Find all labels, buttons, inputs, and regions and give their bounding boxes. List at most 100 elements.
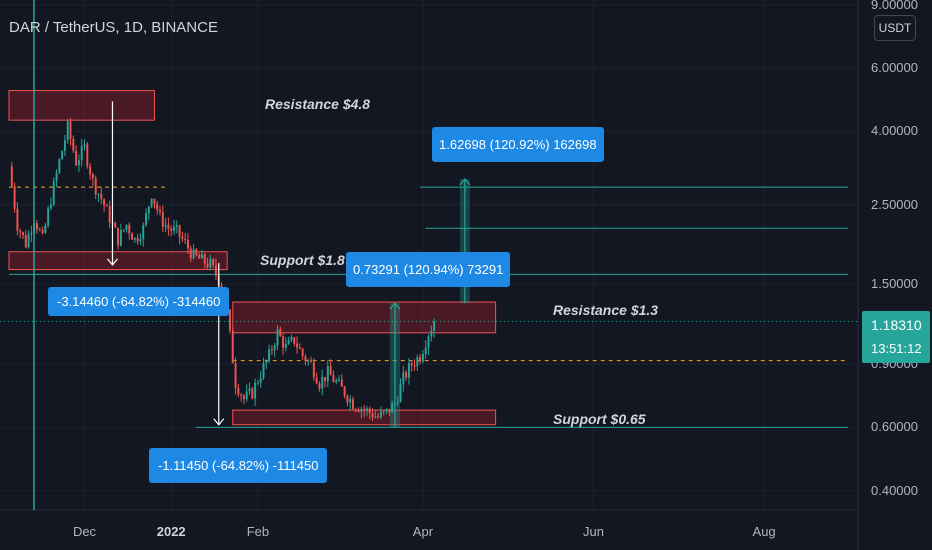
candle-body xyxy=(234,363,237,388)
support-mid-label: Support $1.8 xyxy=(260,252,345,268)
y-tick-label: 1.50000 xyxy=(871,276,918,292)
resistance-low-label: Resistance $1.3 xyxy=(553,302,659,318)
candle-body xyxy=(405,372,408,378)
measure-drop1-badge[interactable]: -3.14460 (-64.82%) -314460 xyxy=(48,287,230,316)
candle-body xyxy=(248,388,251,392)
candle-body xyxy=(424,347,427,354)
support-low-label: Support $0.65 xyxy=(553,411,646,427)
candle-body xyxy=(240,394,243,396)
candle-body xyxy=(391,403,394,413)
candle-body xyxy=(187,240,189,249)
candle-body xyxy=(228,309,231,331)
candle-body xyxy=(377,416,380,418)
candle-body xyxy=(301,348,304,357)
candle-body xyxy=(290,337,293,341)
candle-body xyxy=(35,223,38,230)
candle-body xyxy=(287,340,290,345)
candle-body xyxy=(343,386,346,397)
candle-body xyxy=(175,225,178,227)
candle-body xyxy=(312,361,315,378)
last-price-tag: 1.18310 13:51:12 xyxy=(862,311,930,363)
candle-body xyxy=(212,259,215,266)
candle-body xyxy=(335,380,338,383)
candle-body xyxy=(379,411,382,418)
candle-body xyxy=(44,225,47,233)
candle-body xyxy=(184,238,187,241)
candle-body xyxy=(326,366,329,381)
y-tick-label: 9.00000 xyxy=(871,0,918,12)
candle-body xyxy=(365,408,368,410)
candle-body xyxy=(117,227,120,246)
candle-body xyxy=(170,228,173,231)
candle-body xyxy=(139,239,142,242)
candle-body xyxy=(173,226,175,231)
candle-body xyxy=(321,376,324,389)
candle-body xyxy=(103,199,106,206)
candle-body xyxy=(52,180,55,205)
candle-body xyxy=(315,377,318,384)
candle-body xyxy=(256,382,259,384)
y-tick-label: 4.00000 xyxy=(871,123,918,139)
candle-body xyxy=(298,347,301,349)
candle-body xyxy=(19,230,22,233)
candle-body xyxy=(119,230,122,246)
candle-body xyxy=(55,172,58,181)
candle-body xyxy=(270,349,273,351)
candle-body xyxy=(69,121,72,139)
candle-body xyxy=(346,396,349,403)
candle-body xyxy=(385,408,388,411)
measure-rise1-badge[interactable]: 0.73291 (120.94%) 73291 xyxy=(346,252,511,287)
zone-rect xyxy=(8,90,155,121)
candle-body xyxy=(203,254,206,264)
candle-body xyxy=(195,249,198,256)
candle-body xyxy=(38,229,41,231)
candle-body xyxy=(279,329,282,337)
x-tick-label: Feb xyxy=(246,524,270,539)
candle-body xyxy=(293,337,296,344)
candle-body xyxy=(159,210,161,213)
candle-body xyxy=(396,402,399,404)
candle-body xyxy=(254,382,257,399)
candle-body xyxy=(30,232,33,235)
candle-body xyxy=(310,360,313,362)
measure-drop2-badge[interactable]: -1.11450 (-64.82%) -111450 xyxy=(149,448,328,483)
candle-body xyxy=(136,237,139,242)
x-tick-label: 2022 xyxy=(156,524,186,539)
candle-body xyxy=(22,232,24,236)
candle-body xyxy=(24,235,27,248)
candle-body xyxy=(242,395,245,400)
bar-countdown: 13:51:12 xyxy=(871,341,922,356)
candle-body xyxy=(332,375,335,383)
candle-body xyxy=(86,144,89,166)
candle-body xyxy=(296,343,299,348)
measure-arrowhead xyxy=(107,258,118,266)
candle-body xyxy=(128,224,131,234)
candle-body xyxy=(237,387,240,395)
candle-body xyxy=(338,379,340,381)
candle-body xyxy=(178,225,181,237)
y-tick-label: 2.50000 xyxy=(871,196,918,212)
y-tick-label: 6.00000 xyxy=(871,60,918,76)
candle-body xyxy=(433,321,436,332)
candle-body xyxy=(16,208,19,231)
candle-body xyxy=(10,166,13,186)
candle-body xyxy=(156,203,159,211)
candle-body xyxy=(388,408,391,413)
y-tick-label: 0.60000 xyxy=(871,419,918,435)
candle-body xyxy=(80,145,83,161)
candle-body xyxy=(125,224,128,230)
measure-rise2-badge[interactable]: 1.62698 (120.92%) 162698 xyxy=(432,127,604,162)
candle-body xyxy=(72,138,75,151)
candle-body xyxy=(382,410,385,412)
currency-label[interactable]: USDT xyxy=(874,15,916,41)
candle-body xyxy=(276,329,279,346)
measure-arrowhead xyxy=(213,418,225,426)
candle-body xyxy=(419,357,422,362)
candle-body xyxy=(354,409,357,411)
candle-body xyxy=(77,160,80,166)
candle-body xyxy=(413,365,416,367)
candle-body xyxy=(142,224,145,240)
candle-body xyxy=(402,372,405,385)
candle-body xyxy=(61,150,64,160)
support-resistance-zones xyxy=(8,90,497,426)
